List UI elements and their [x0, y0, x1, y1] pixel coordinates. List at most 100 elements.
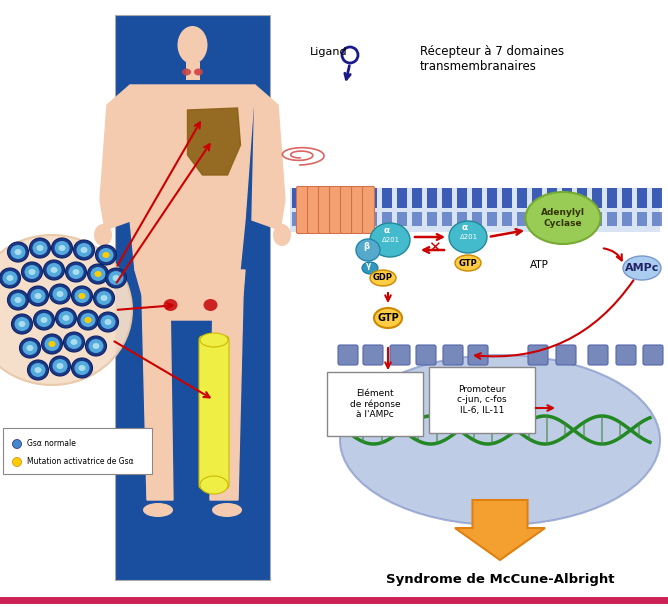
Polygon shape	[142, 295, 173, 500]
Ellipse shape	[88, 264, 108, 284]
FancyBboxPatch shape	[592, 188, 602, 208]
FancyBboxPatch shape	[607, 212, 617, 226]
FancyBboxPatch shape	[457, 212, 467, 226]
Ellipse shape	[31, 363, 45, 377]
Ellipse shape	[77, 243, 92, 257]
FancyBboxPatch shape	[588, 345, 608, 365]
Ellipse shape	[449, 221, 487, 253]
Text: Ligand: Ligand	[310, 47, 347, 57]
FancyBboxPatch shape	[367, 212, 377, 226]
Ellipse shape	[81, 247, 88, 253]
Ellipse shape	[455, 255, 481, 271]
Ellipse shape	[94, 224, 112, 246]
Polygon shape	[252, 85, 285, 230]
Ellipse shape	[49, 356, 71, 376]
FancyBboxPatch shape	[322, 188, 332, 208]
Ellipse shape	[11, 245, 25, 259]
FancyBboxPatch shape	[427, 188, 437, 208]
Text: Elément
de réponse
à l'AMPc: Elément de réponse à l'AMPc	[349, 389, 400, 419]
Polygon shape	[188, 108, 240, 175]
Text: GDP: GDP	[373, 274, 393, 282]
Ellipse shape	[15, 317, 29, 331]
Ellipse shape	[623, 256, 661, 280]
FancyBboxPatch shape	[556, 345, 576, 365]
FancyBboxPatch shape	[472, 212, 482, 226]
Ellipse shape	[71, 358, 92, 378]
FancyBboxPatch shape	[502, 212, 512, 226]
FancyBboxPatch shape	[382, 188, 392, 208]
Ellipse shape	[164, 299, 178, 311]
FancyBboxPatch shape	[487, 188, 497, 208]
Text: β: β	[363, 242, 369, 251]
FancyBboxPatch shape	[502, 188, 512, 208]
Text: Syndrome de McCune-Albright: Syndrome de McCune-Albright	[385, 574, 615, 586]
Text: Δ201: Δ201	[460, 234, 478, 240]
Ellipse shape	[43, 260, 65, 280]
FancyBboxPatch shape	[341, 186, 353, 234]
Ellipse shape	[41, 334, 63, 354]
Ellipse shape	[88, 339, 104, 353]
Ellipse shape	[374, 308, 402, 328]
Ellipse shape	[362, 262, 378, 274]
FancyBboxPatch shape	[115, 15, 270, 580]
FancyBboxPatch shape	[443, 345, 463, 365]
Ellipse shape	[19, 321, 25, 327]
Ellipse shape	[370, 223, 410, 257]
FancyBboxPatch shape	[416, 345, 436, 365]
FancyBboxPatch shape	[652, 212, 662, 226]
Ellipse shape	[200, 333, 228, 347]
Ellipse shape	[55, 308, 77, 328]
FancyBboxPatch shape	[412, 212, 422, 226]
FancyBboxPatch shape	[290, 188, 660, 232]
Ellipse shape	[94, 271, 102, 277]
Ellipse shape	[51, 238, 73, 258]
Polygon shape	[210, 295, 243, 500]
FancyBboxPatch shape	[427, 212, 437, 226]
FancyBboxPatch shape	[329, 186, 341, 234]
Ellipse shape	[370, 270, 396, 286]
Ellipse shape	[0, 235, 132, 385]
FancyBboxPatch shape	[352, 188, 362, 208]
Ellipse shape	[102, 252, 110, 258]
FancyBboxPatch shape	[292, 188, 302, 208]
FancyBboxPatch shape	[390, 345, 410, 365]
Text: α: α	[384, 226, 390, 235]
Ellipse shape	[57, 363, 63, 369]
Ellipse shape	[100, 315, 116, 329]
Ellipse shape	[15, 297, 21, 303]
Text: Δ201: Δ201	[382, 237, 400, 243]
Ellipse shape	[37, 245, 43, 251]
Text: Gsα normale: Gsα normale	[27, 439, 76, 449]
FancyBboxPatch shape	[487, 212, 497, 226]
FancyBboxPatch shape	[363, 186, 375, 234]
FancyBboxPatch shape	[517, 212, 527, 226]
Text: GTP: GTP	[459, 259, 478, 268]
Ellipse shape	[204, 299, 218, 311]
Text: Promoteur
c-jun, c-fos
IL-6, IL-11: Promoteur c-jun, c-fos IL-6, IL-11	[457, 385, 507, 415]
Ellipse shape	[143, 503, 173, 517]
FancyBboxPatch shape	[292, 212, 302, 226]
FancyBboxPatch shape	[307, 186, 319, 234]
FancyBboxPatch shape	[616, 345, 636, 365]
Ellipse shape	[7, 275, 13, 281]
Text: ATP: ATP	[530, 260, 549, 270]
Ellipse shape	[0, 268, 21, 288]
Ellipse shape	[92, 343, 100, 349]
Ellipse shape	[65, 262, 86, 282]
FancyBboxPatch shape	[327, 372, 423, 436]
Ellipse shape	[47, 263, 61, 277]
Ellipse shape	[29, 269, 35, 275]
Ellipse shape	[340, 355, 660, 525]
Ellipse shape	[45, 337, 59, 351]
Ellipse shape	[84, 317, 92, 323]
FancyBboxPatch shape	[297, 186, 309, 234]
Ellipse shape	[96, 291, 112, 305]
Ellipse shape	[51, 267, 57, 273]
FancyBboxPatch shape	[472, 188, 482, 208]
Text: Récepteur à 7 domaines
transmembranaires: Récepteur à 7 domaines transmembranaires	[420, 45, 564, 73]
Ellipse shape	[79, 293, 86, 299]
Ellipse shape	[49, 341, 55, 347]
Ellipse shape	[33, 310, 55, 330]
FancyBboxPatch shape	[652, 188, 662, 208]
FancyBboxPatch shape	[367, 188, 377, 208]
